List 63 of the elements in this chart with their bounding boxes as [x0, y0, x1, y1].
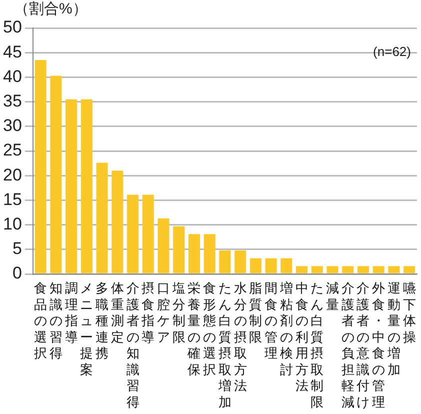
x-tick-label: 嚥下体操 [402, 280, 416, 344]
y-tick-label: 30 [2, 116, 22, 136]
x-tick-label: メニュー提案 [80, 280, 94, 377]
x-tick-label: 食品の選択 [34, 280, 48, 361]
y-tick-label: 15 [2, 190, 22, 209]
x-tick-label: 知識の習得 [49, 280, 62, 361]
bar [296, 266, 308, 274]
x-tick-label: 栄養量の確保 [186, 280, 201, 377]
bar [66, 99, 78, 274]
x-tick-label: 介護者の意識付け [356, 280, 370, 410]
x-tick-label: 調理指導 [64, 280, 78, 344]
x-tick-label: 水分の摂取方法 [234, 280, 247, 394]
bar [80, 99, 92, 274]
x-tick-label: 外食・中食の管理 [372, 280, 386, 410]
x-tick-label: 体重測定 [110, 280, 124, 344]
bar [173, 226, 185, 274]
x-tick-label: 多職種連携 [96, 280, 109, 361]
x-tick-label: 運動量の増加 [386, 280, 400, 377]
x-tick-label: 増粘剤の検討 [278, 280, 293, 377]
x-tick-label: たん白質摂取増加 [217, 280, 232, 410]
bar [357, 266, 369, 274]
x-tick-label: 摂食指導 [140, 280, 155, 344]
bar [142, 194, 154, 274]
bar [219, 250, 231, 274]
x-tick-label: 口腔ケア [157, 280, 170, 344]
x-tick-label: 間食の管理 [264, 280, 278, 361]
y-tick-label: 50 [2, 18, 22, 37]
bar [404, 266, 416, 274]
bar [188, 234, 200, 274]
bar [280, 258, 292, 274]
y-axis-title: （割合%） [14, 0, 88, 18]
x-tick-label: 中食の利用方法 [295, 280, 308, 394]
bar [342, 266, 354, 274]
bar [372, 266, 384, 274]
bar [265, 258, 277, 274]
bar [326, 266, 338, 274]
x-tick-label: 食形態の選択 [202, 280, 216, 377]
y-tick-label: 5 [12, 239, 22, 258]
annotation: (n=62) [373, 44, 411, 60]
y-tick-label: 40 [2, 66, 22, 86]
y-tick-label: 0 [12, 264, 22, 283]
x-tick-label: たん白質摂取制限 [310, 280, 324, 410]
y-tick-label: 20 [2, 165, 22, 184]
bar [127, 194, 139, 274]
y-tick-label: 25 [2, 140, 22, 160]
bar [158, 218, 170, 274]
bar [234, 250, 246, 274]
x-tick-label: 介護者の負担軽減 [341, 280, 354, 410]
x-tick-label: 減量 [326, 280, 339, 312]
bar [250, 258, 262, 274]
bar [112, 170, 124, 274]
y-tick-label: 10 [2, 214, 22, 234]
bar [50, 76, 62, 274]
bar [96, 162, 108, 274]
bar [311, 266, 323, 274]
y-tick-label: 45 [2, 42, 22, 62]
x-tick-label: 脂質制限 [249, 280, 262, 344]
x-tick-label: 塩分制限 [171, 280, 186, 344]
bar [204, 234, 216, 274]
bar [388, 266, 400, 274]
bar [34, 60, 46, 274]
x-tick-label: 介護者の知識習得 [126, 280, 140, 410]
y-tick-label: 35 [2, 91, 22, 110]
